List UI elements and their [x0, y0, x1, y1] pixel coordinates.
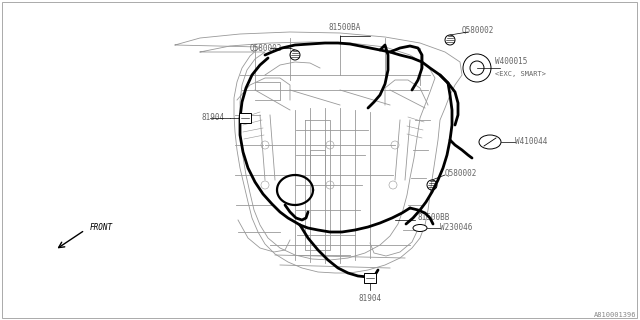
- Text: 81500BA: 81500BA: [329, 23, 361, 32]
- Text: Q580002: Q580002: [462, 26, 494, 35]
- FancyBboxPatch shape: [239, 113, 251, 123]
- Text: W410044: W410044: [515, 138, 547, 147]
- Text: 81904: 81904: [358, 294, 381, 303]
- Text: FRONT: FRONT: [90, 223, 113, 233]
- Ellipse shape: [413, 225, 427, 231]
- Text: W230046: W230046: [440, 223, 472, 233]
- Text: 81904: 81904: [202, 114, 225, 123]
- Text: W400015: W400015: [495, 58, 527, 67]
- Ellipse shape: [479, 135, 501, 149]
- Text: <EXC, SMART>: <EXC, SMART>: [495, 71, 546, 77]
- Text: A810001396: A810001396: [593, 312, 636, 318]
- FancyBboxPatch shape: [364, 273, 376, 283]
- Text: 81500BB: 81500BB: [418, 213, 451, 222]
- Text: Q580002: Q580002: [445, 169, 477, 178]
- Text: Q580002: Q580002: [250, 44, 282, 52]
